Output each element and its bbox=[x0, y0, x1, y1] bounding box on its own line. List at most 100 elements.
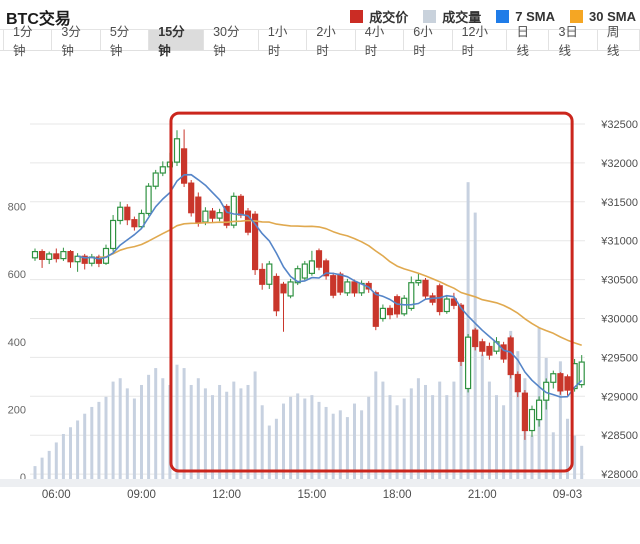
candle-up bbox=[230, 195, 237, 226]
candle-down bbox=[450, 298, 457, 306]
volume-bar bbox=[97, 401, 101, 483]
price-axis-label: ¥30000 bbox=[600, 314, 638, 326]
candle-down bbox=[209, 210, 216, 219]
candle-up bbox=[152, 172, 159, 187]
candle-down bbox=[124, 206, 131, 221]
candle-up bbox=[109, 219, 117, 250]
candle-down bbox=[472, 329, 479, 348]
volume-bar bbox=[33, 466, 37, 483]
candlestick-chart[interactable]: ¥32500 ¥32000 ¥31500 ¥31000 ¥30500 ¥30000 ¥295… bbox=[0, 52, 640, 539]
volume-bar bbox=[438, 381, 442, 483]
tab-interval-30分钟[interactable]: 30分钟 bbox=[204, 25, 259, 58]
tab-interval-3日线[interactable]: 3日线 bbox=[549, 25, 598, 58]
volume-bar bbox=[487, 381, 491, 483]
candle-up bbox=[145, 185, 152, 215]
legend-label: 7 SMA bbox=[515, 9, 556, 24]
volume-bar bbox=[395, 405, 399, 483]
volume-bar bbox=[125, 388, 129, 483]
volume-bar bbox=[551, 432, 555, 483]
candle-down bbox=[38, 250, 46, 260]
volume-bar bbox=[402, 398, 406, 483]
candle-up bbox=[535, 399, 543, 421]
tab-interval-4小时[interactable]: 4小时 bbox=[356, 25, 405, 58]
tab-interval-1小时[interactable]: 1小时 bbox=[259, 25, 308, 58]
price-axis-label: ¥31000 bbox=[600, 236, 638, 248]
volume-bar bbox=[83, 413, 87, 483]
candle-down bbox=[394, 296, 401, 315]
candle-down bbox=[67, 250, 74, 263]
legend-swatch-icon bbox=[496, 10, 510, 23]
volume-bar bbox=[218, 384, 222, 483]
volume-bar bbox=[132, 398, 136, 483]
candle-down bbox=[372, 292, 379, 327]
legend-label: 成交量 bbox=[442, 10, 482, 25]
candle-down bbox=[223, 205, 230, 226]
candle-up bbox=[528, 408, 536, 432]
price-axis-label: ¥28500 bbox=[600, 430, 638, 442]
volume-bar bbox=[580, 445, 584, 483]
volume-bar bbox=[296, 393, 300, 483]
tab-interval-2小时[interactable]: 2小时 bbox=[307, 25, 356, 58]
volume-bar bbox=[76, 420, 80, 483]
candle-up bbox=[408, 282, 415, 309]
x-axis-label: 15:00 bbox=[298, 489, 327, 501]
volume-bar bbox=[189, 384, 193, 483]
candle-down bbox=[422, 279, 429, 297]
candle-down bbox=[252, 213, 259, 271]
legend-item-4[interactable]: 30 SMA bbox=[570, 9, 636, 24]
candle-up bbox=[379, 307, 386, 320]
candle-up bbox=[301, 263, 308, 279]
tab-interval-5分钟[interactable]: 5分钟 bbox=[101, 25, 150, 58]
candle-up bbox=[46, 253, 53, 260]
candle-down bbox=[564, 376, 571, 391]
x-axis-label: 12:00 bbox=[212, 489, 241, 501]
x-axis-label: 06:00 bbox=[42, 489, 71, 501]
volume-bar bbox=[267, 425, 271, 483]
volume-axis-label: 400 bbox=[8, 337, 26, 349]
tab-interval-日线[interactable]: 日线 bbox=[507, 25, 550, 58]
volume-bar bbox=[246, 384, 250, 483]
candle-up bbox=[415, 279, 422, 284]
tab-interval-6小时[interactable]: 6小时 bbox=[404, 25, 453, 58]
volume-bar bbox=[331, 413, 335, 483]
legend-item-1[interactable]: 成交价 bbox=[350, 7, 408, 26]
candle-up bbox=[443, 298, 450, 313]
candle-up bbox=[578, 361, 585, 386]
candle-up bbox=[202, 210, 209, 223]
chart-area[interactable]: ¥32500 ¥32000 ¥31500 ¥31000 ¥30500 ¥30000 ¥295… bbox=[0, 52, 640, 501]
x-axis-label: 09:00 bbox=[127, 489, 156, 501]
price-axis-label: ¥31500 bbox=[600, 197, 638, 209]
tab-interval-1分钟[interactable]: 1分钟 bbox=[3, 25, 53, 58]
volume-bar bbox=[324, 406, 328, 483]
candle-up bbox=[308, 260, 315, 274]
volume-bar bbox=[211, 395, 214, 483]
volume-bar bbox=[161, 378, 165, 483]
candle-up bbox=[138, 212, 145, 228]
x-axis-label: 09-03 bbox=[553, 489, 582, 501]
volume-bar bbox=[260, 405, 264, 483]
tab-interval-15分钟[interactable]: 15分钟 bbox=[149, 25, 205, 58]
legend-item-3[interactable]: 7 SMA bbox=[496, 9, 555, 24]
volume-bar bbox=[452, 381, 456, 483]
volume-bar bbox=[196, 378, 200, 483]
sma7-line bbox=[77, 173, 583, 398]
volume-bar bbox=[374, 371, 378, 483]
candle-up bbox=[401, 297, 408, 315]
candle-up bbox=[31, 250, 39, 259]
volume-bar bbox=[509, 330, 513, 483]
candle-down bbox=[188, 182, 195, 214]
volume-bar bbox=[104, 396, 108, 483]
price-axis-label: ¥28000 bbox=[600, 469, 638, 481]
tab-interval-3分钟[interactable]: 3分钟 bbox=[52, 25, 101, 58]
tab-interval-12小时[interactable]: 12小时 bbox=[453, 25, 508, 58]
price-axis-label: ¥30500 bbox=[600, 275, 638, 287]
candle-down bbox=[280, 283, 287, 294]
volume-bar bbox=[317, 401, 321, 483]
legend-item-2[interactable]: 成交量 bbox=[423, 7, 481, 26]
x-axis-label: 21:00 bbox=[468, 489, 497, 501]
candle-down bbox=[81, 255, 88, 264]
candle-down bbox=[259, 268, 266, 285]
candle-down bbox=[507, 337, 514, 376]
volume-bar bbox=[388, 395, 392, 483]
tab-interval-周线[interactable]: 周线 bbox=[598, 25, 640, 58]
